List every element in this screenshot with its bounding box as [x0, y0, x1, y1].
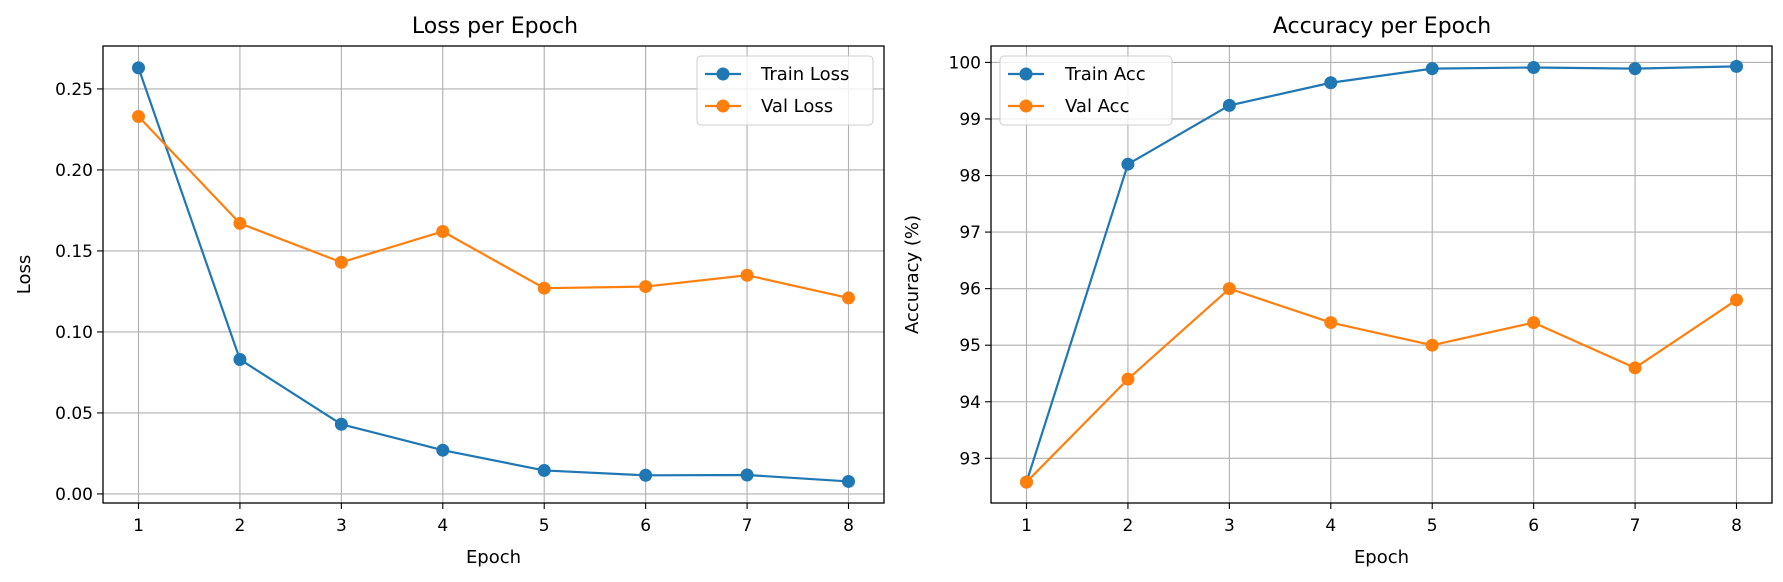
data-point-val-acc [1324, 316, 1338, 330]
loss-chart: Loss per Epoch 1 2 3 4 5 6 7 8 0.00 0.05 0.10 0.15… [14, 14, 885, 568]
x-tick-label: 1 [133, 516, 144, 536]
y-tick-label: 94 [959, 393, 981, 413]
legend-label-val-acc: Val Acc [1065, 96, 1129, 117]
legend: Train Acc Val Acc [999, 55, 1173, 126]
legend-marker-train-acc [1019, 67, 1033, 81]
y-tick-label: 0.25 [55, 80, 93, 100]
legend-marker-val-loss [716, 99, 730, 113]
data-point-val-loss [842, 291, 855, 305]
y-tick-label: 0.00 [55, 485, 93, 505]
data-point-val-acc [1730, 293, 1743, 307]
x-tick-label: 5 [1427, 516, 1438, 536]
y-tick-label: 100 [949, 53, 981, 73]
legend-label-val-loss: Val Loss [761, 96, 833, 117]
data-point-val-loss [436, 224, 450, 238]
y-tick-label: 98 [959, 167, 981, 187]
x-tick-label: 4 [437, 516, 448, 536]
data-point-train-acc [1324, 76, 1338, 90]
legend: Train Loss Val Loss [696, 55, 874, 126]
y-tick-label: 0.10 [55, 323, 93, 343]
x-tick-label: 3 [1224, 516, 1235, 536]
data-point-train-loss [537, 463, 551, 477]
x-tick-label: 5 [539, 516, 550, 536]
data-point-train-loss [436, 443, 450, 457]
data-point-train-loss [132, 61, 145, 75]
data-point-val-acc [1121, 372, 1135, 386]
data-point-val-loss [132, 109, 145, 123]
y-tick-label: 0.05 [55, 404, 93, 424]
x-tick-label: 8 [1731, 516, 1742, 536]
series-line-train-loss [137, 67, 849, 483]
series [1020, 59, 1743, 489]
data-point-train-loss [233, 352, 247, 366]
data-point-val-acc [1020, 475, 1033, 489]
y-tick-label: 0.20 [55, 161, 93, 181]
data-point-train-acc [1425, 62, 1439, 76]
x-ticks: 1 2 3 4 5 6 7 8 [133, 503, 854, 536]
x-axis-label: Epoch [466, 547, 521, 568]
data-point-train-loss [740, 468, 754, 482]
data-point-train-loss [334, 417, 348, 431]
data-point-train-acc [1628, 62, 1642, 76]
y-ticks: 93 94 95 96 97 98 99 100 [949, 53, 991, 469]
data-point-val-acc [1425, 338, 1439, 352]
series-line-val-acc [1025, 287, 1738, 483]
y-axis-label: Accuracy (%) [902, 215, 923, 334]
plot-frame [102, 45, 885, 504]
legend-marker-val-acc [1019, 99, 1033, 113]
x-tick-label: 6 [640, 516, 651, 536]
x-tick-label: 7 [1630, 516, 1641, 536]
data-point-val-loss [537, 281, 551, 295]
data-point-train-loss [639, 468, 653, 482]
data-point-train-acc [1730, 59, 1743, 73]
legend-label-train-loss: Train Loss [760, 64, 849, 85]
y-tick-label: 96 [959, 280, 981, 300]
series [132, 61, 855, 488]
x-ticks: 1 2 3 4 5 6 7 8 [1021, 503, 1742, 536]
x-tick-label: 2 [1123, 516, 1134, 536]
y-tick-label: 0.15 [55, 242, 93, 262]
y-tick-label: 97 [959, 223, 981, 243]
x-tick-label: 4 [1325, 516, 1336, 536]
data-point-val-loss [639, 280, 653, 294]
data-point-train-acc [1222, 98, 1236, 112]
x-tick-label: 7 [742, 516, 753, 536]
legend-label-train-acc: Train Acc [1064, 64, 1146, 85]
data-point-train-acc [1121, 157, 1135, 171]
series-line-train-acc [1025, 65, 1737, 483]
y-tick-label: 95 [959, 336, 981, 356]
data-point-train-acc [1527, 60, 1541, 74]
data-point-val-acc [1527, 316, 1541, 330]
chart-title: Accuracy per Epoch [1273, 14, 1491, 39]
y-axis-label: Loss [14, 255, 35, 294]
data-point-val-loss [740, 268, 754, 282]
data-point-val-loss [334, 255, 348, 269]
x-tick-label: 3 [336, 516, 347, 536]
x-tick-label: 6 [1528, 516, 1539, 536]
x-tick-label: 2 [235, 516, 246, 536]
y-tick-label: 93 [959, 449, 981, 469]
y-ticks: 0.00 0.05 0.10 0.15 0.20 0.25 [55, 80, 103, 505]
legend-marker-train-loss [716, 67, 730, 81]
y-tick-label: 99 [959, 110, 981, 130]
x-axis-label: Epoch [1354, 547, 1409, 568]
chart-title: Loss per Epoch [412, 14, 578, 39]
data-point-val-acc [1628, 361, 1642, 375]
x-tick-label: 8 [843, 516, 854, 536]
series-line-val-loss [137, 115, 849, 299]
plot-frame [990, 45, 1773, 504]
data-point-train-loss [842, 474, 855, 488]
data-point-val-loss [233, 216, 247, 230]
data-point-val-acc [1222, 282, 1236, 296]
x-tick-label: 1 [1021, 516, 1032, 536]
accuracy-chart: Accuracy per Epoch 1 2 3 4 5 6 7 8 93 94 95 96 97 98… [902, 14, 1773, 568]
